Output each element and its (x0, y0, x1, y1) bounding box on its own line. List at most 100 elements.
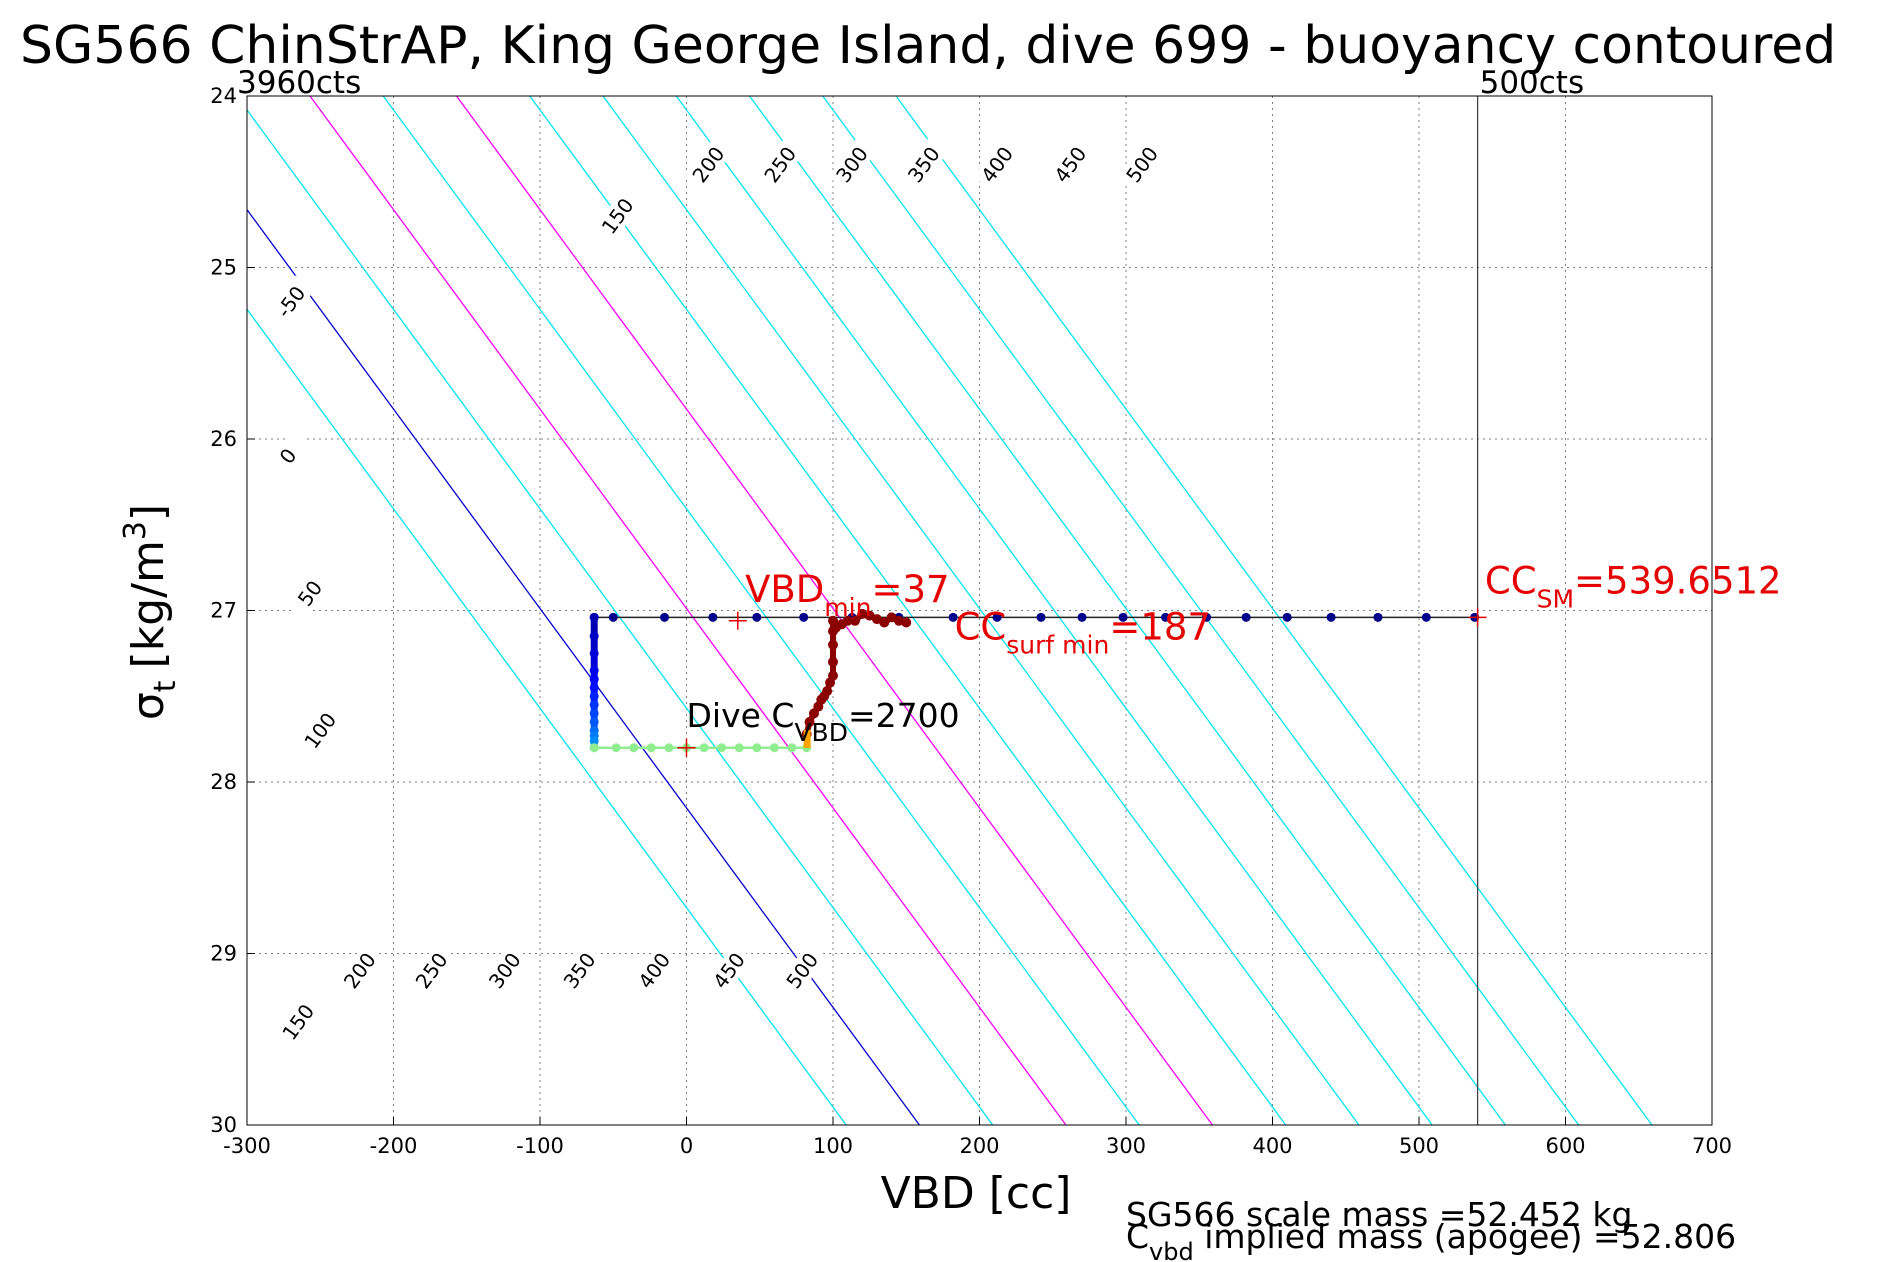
surface-point (1161, 612, 1171, 622)
y-tick-label: 29 (210, 942, 237, 966)
contour-line (309, 96, 1067, 1125)
contour-label-gap (828, 138, 876, 192)
surface-point (1241, 612, 1251, 622)
svg-text:σt[kg/m3]: σt [kg/m3] (118, 504, 183, 720)
ascent-point (828, 639, 838, 650)
ascent-point (804, 716, 815, 727)
contour-line (822, 96, 1580, 1125)
y-tick-label: 30 (210, 1113, 237, 1137)
dive-series (589, 608, 1480, 753)
surface-point (1077, 612, 1087, 622)
descent-point (589, 691, 599, 701)
x-tick-label: -200 (370, 1134, 418, 1158)
descent-point (589, 631, 599, 641)
bottom-point (752, 743, 762, 753)
footer-implied-mass-main: C (1126, 1217, 1149, 1256)
ascent-point (842, 615, 853, 626)
x-tick-label: 400 (1252, 1134, 1292, 1158)
surface-point (1421, 612, 1431, 622)
y-axis-label-sup: 3 (118, 521, 153, 540)
bottom-point (646, 743, 656, 753)
x-tick-label: 600 (1545, 1134, 1585, 1158)
y-tick-label: 26 (210, 427, 237, 451)
buoyancy-contours (247, 96, 1653, 1125)
contour-label-gap (899, 138, 948, 192)
x-tick-labels: -300 -200 -100 0 100 200 300 400 500 600 700 (223, 1117, 1732, 1158)
contour-label-gap (296, 704, 345, 757)
ascent-point (828, 656, 838, 667)
descent-point (589, 612, 599, 622)
y-axis-label-unit: [kg/m (123, 540, 174, 668)
descent-point (589, 717, 599, 727)
descent-point (589, 736, 599, 746)
surface-point (608, 612, 618, 622)
contour-label-gap (274, 995, 323, 1049)
y-tick-label: 24 (210, 84, 237, 108)
footer-implied-mass: Cvbd implied mass (apogee) =52.806 (1126, 1217, 1736, 1262)
y-tick-label: 25 (210, 256, 237, 280)
contour-line (247, 308, 847, 1125)
plus-marker (677, 738, 696, 757)
descent-point (589, 666, 599, 676)
footer-implied-mass-rest: implied mass (apogee) =52.806 (1194, 1217, 1736, 1256)
contour-line (602, 96, 1360, 1125)
x-tick-label: -300 (223, 1134, 271, 1158)
chart-title: SG566 ChinStrAP, King George Island, div… (20, 16, 1836, 76)
footer-implied-mass-sub: vbd (1149, 1238, 1194, 1262)
x-tick-label: 100 (813, 1134, 853, 1158)
y-axis-label: σt [kg/m3] (118, 504, 183, 720)
vbd-min-annotation-sub: min (824, 593, 871, 622)
contour-label-gap (756, 138, 805, 192)
cc-surf-min-annotation: CCsurf min=187 (955, 606, 1211, 660)
surface-point (1373, 612, 1383, 622)
x-tick-label: 700 (1692, 1134, 1732, 1158)
contour-line (455, 96, 1213, 1125)
y-axis-label-symbol: σ (123, 692, 174, 720)
dive-c-vbd-annotation-main: Dive C (687, 696, 795, 735)
ascent-point (849, 615, 860, 626)
contour-label-gap (286, 566, 334, 620)
bottom-point (734, 743, 744, 753)
x-axis-label: VBD [cc] (881, 1168, 1072, 1219)
bottom-point (589, 743, 599, 753)
bottom-point (717, 743, 727, 753)
footer-scale-mass: SG566 scale mass =52.452 kg (1126, 1195, 1632, 1234)
contour-label-gap (480, 944, 529, 998)
y-axis-label-sub: t (148, 680, 183, 692)
surface-point (1326, 612, 1336, 622)
surface-point (1202, 612, 1212, 622)
cc-sm-annotation-main: CC (1485, 559, 1537, 602)
y-axis-label-close: ] (123, 504, 174, 521)
surface-point (799, 612, 809, 622)
cc-sm-annotation-value: =539.6512 (1574, 559, 1782, 602)
contour-line (382, 96, 1140, 1125)
bottom-point (629, 743, 639, 753)
vbd-min-annotation-main: VBD (745, 568, 824, 611)
bottom-point (611, 743, 621, 753)
contour-label-gap (555, 944, 604, 998)
plus-marker (1468, 608, 1487, 627)
ascent-point (828, 670, 838, 681)
contour-label-gap (407, 944, 456, 998)
descent-point (589, 683, 599, 693)
y-tick-labels: 24 25 26 27 28 29 30 (210, 84, 255, 1137)
contour-line (895, 96, 1653, 1125)
surface-point (948, 612, 958, 622)
contour-line (247, 208, 920, 1125)
bottom-point (769, 743, 779, 753)
contour-line (748, 96, 1506, 1125)
x-tick-label: 300 (1106, 1134, 1146, 1158)
bottom-point (787, 743, 797, 753)
cc-surf-min-annotation-sub: surf min (1006, 631, 1109, 660)
ascent-point (901, 617, 912, 628)
contour-label-gap (630, 944, 679, 998)
contour-label-gap (1118, 138, 1166, 192)
ascent-point (879, 617, 890, 628)
surface-point (1282, 612, 1292, 622)
descent-point (589, 708, 599, 718)
contour-label-gap (264, 429, 312, 483)
y-tick-label: 27 (210, 599, 237, 623)
contour-line (529, 96, 1287, 1125)
contour-label-gap (335, 944, 384, 998)
